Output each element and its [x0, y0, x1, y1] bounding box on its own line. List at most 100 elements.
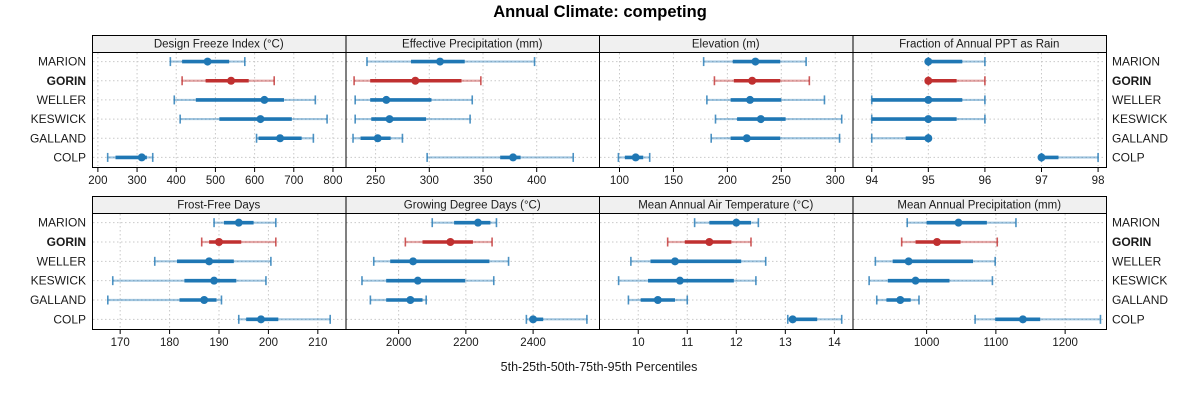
panel-box — [852, 213, 1107, 330]
x-tick-label: 200 — [718, 175, 737, 187]
median-dot — [748, 76, 757, 85]
median-dot — [382, 95, 391, 104]
median-dot — [257, 315, 265, 324]
panel-header-label: Elevation (m) — [692, 39, 760, 51]
x-tick-label: 200 — [88, 175, 107, 187]
median-dot — [924, 115, 933, 124]
median-dot — [473, 218, 482, 227]
median-dot — [137, 153, 146, 162]
x-tick-label: 2400 — [520, 337, 546, 349]
station-label-left: KESWICK — [31, 112, 86, 126]
median-dot — [509, 153, 518, 162]
x-tick-label: 180 — [160, 337, 179, 349]
median-dot — [256, 115, 265, 124]
x-tick-label: 700 — [284, 175, 303, 187]
station-label-right: GALLAND — [1112, 131, 1168, 145]
x-tick-label: 10 — [632, 337, 645, 349]
median-dot — [227, 76, 236, 85]
station-label-left: GALLAND — [30, 293, 86, 307]
panel-box — [345, 52, 600, 168]
station-label-right: COLP — [1112, 150, 1145, 164]
median-dot — [214, 238, 223, 246]
station-label-left: KESWICK — [31, 274, 86, 288]
x-tick-label: 14 — [828, 337, 841, 349]
median-dot — [675, 276, 684, 285]
station-label-left: COLP — [53, 312, 86, 326]
median-dot — [276, 134, 285, 143]
station-label-right: KESWICK — [1112, 112, 1167, 126]
x-tick-label: 2000 — [386, 337, 412, 349]
panel-header-label: Growing Degree Days (°C) — [404, 200, 541, 212]
x-tick-label: 190 — [209, 337, 228, 349]
x-tick-label: 500 — [206, 175, 225, 187]
x-tick-label: 170 — [111, 337, 130, 349]
x-tick-label: 12 — [730, 337, 743, 349]
panel-box — [599, 213, 854, 330]
station-label-right: MARION — [1112, 216, 1160, 230]
median-dot — [924, 57, 933, 66]
median-dot — [210, 276, 219, 285]
x-axis-title: 5th-25th-50th-75th-95th Percentiles — [500, 360, 698, 374]
median-dot — [954, 218, 963, 227]
panel-box — [852, 52, 1107, 168]
x-tick-label: 97 — [1035, 175, 1048, 187]
station-label-left: WELLER — [37, 93, 87, 107]
median-dot — [411, 76, 420, 85]
x-tick-label: 400 — [527, 175, 546, 187]
x-tick-label: 350 — [473, 175, 492, 187]
median-dot — [732, 218, 741, 227]
median-dot — [924, 95, 933, 104]
median-dot — [446, 238, 455, 246]
station-label-right: WELLER — [1112, 93, 1162, 107]
median-dot — [406, 296, 415, 304]
median-dot — [631, 153, 640, 162]
median-dot — [413, 276, 422, 285]
median-dot — [751, 57, 760, 66]
x-tick-label: 2200 — [453, 337, 479, 349]
median-dot — [436, 57, 445, 66]
panel-box — [345, 213, 600, 330]
station-label-left: GALLAND — [30, 131, 86, 145]
median-dot — [1018, 315, 1027, 324]
x-tick-label: 13 — [779, 337, 792, 349]
panel-box — [599, 52, 854, 168]
median-dot — [742, 134, 751, 143]
station-label-right: GORIN — [1112, 74, 1151, 88]
median-dot — [933, 238, 941, 246]
x-tick-label: 200 — [259, 337, 278, 349]
station-label-right: KESWICK — [1112, 274, 1167, 288]
x-tick-label: 800 — [323, 175, 342, 187]
panel-box — [92, 52, 347, 168]
x-tick-label: 100 — [610, 175, 629, 187]
station-label-left: MARION — [38, 216, 86, 230]
x-tick-label: 95 — [922, 175, 935, 187]
median-dot — [234, 218, 243, 227]
x-tick-label: 96 — [979, 175, 992, 187]
x-tick-label: 1100 — [984, 337, 1009, 349]
panel-header-label: Mean Annual Air Temperature (°C) — [638, 200, 813, 212]
x-tick-label: 300 — [127, 175, 146, 187]
median-dot — [409, 257, 418, 266]
median-dot — [1037, 153, 1046, 162]
x-tick-label: 94 — [865, 175, 878, 187]
median-dot — [260, 95, 269, 104]
panel-header-label: Design Freeze Index (°C) — [154, 39, 284, 51]
station-label-left: MARION — [38, 55, 86, 69]
station-label-left: GORIN — [47, 235, 86, 249]
median-dot — [746, 95, 755, 104]
x-tick-label: 11 — [681, 337, 693, 349]
x-tick-label: 250 — [366, 175, 385, 187]
median-dot — [896, 296, 905, 304]
median-dot — [924, 134, 933, 143]
median-dot — [373, 134, 382, 143]
median-dot — [205, 257, 214, 266]
median-dot — [200, 296, 209, 304]
median-dot — [911, 276, 920, 285]
x-tick-label: 300 — [420, 175, 439, 187]
panel-header-label: Frost-Free Days — [177, 200, 260, 212]
median-dot — [671, 257, 680, 266]
panel-header-label: Mean Annual Precipitation (mm) — [897, 200, 1061, 212]
x-tick-label: 300 — [826, 175, 845, 187]
x-tick-label: 150 — [664, 175, 683, 187]
